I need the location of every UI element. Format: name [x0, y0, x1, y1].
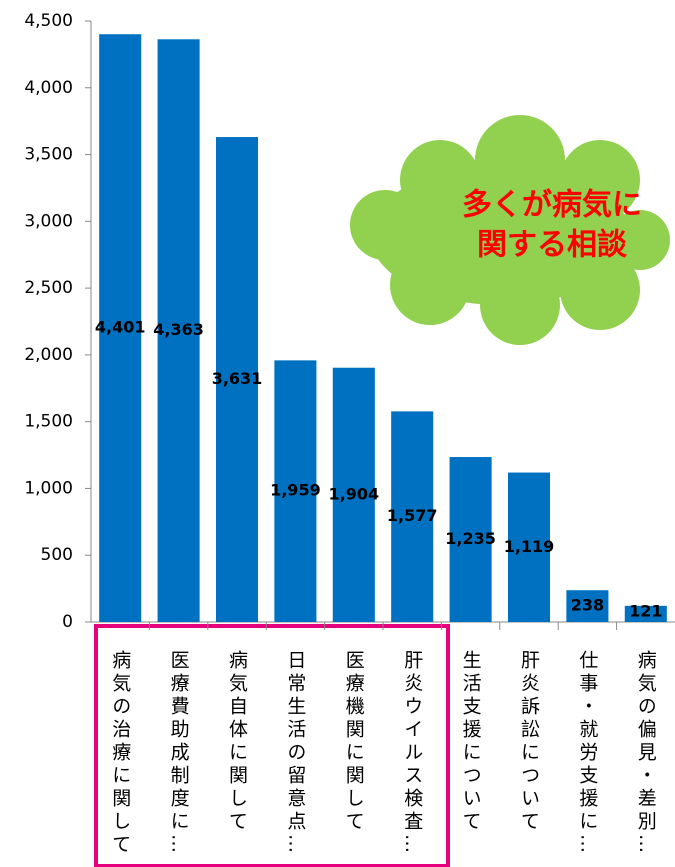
chart: 0 500 1,000 1,500 2,000 2,500 3,000 3,500 4,000 4… — [0, 0, 675, 867]
value-label: 3,631 — [212, 369, 263, 388]
y-tick-label: 3,500 — [24, 145, 73, 165]
value-label: 1,119 — [504, 537, 555, 556]
x-tick-label: 医療費助成制度に… — [168, 650, 190, 857]
x-tick-label: 生活支援について — [460, 650, 482, 834]
value-label: 1,235 — [445, 529, 496, 548]
y-tick-label: 3,000 — [24, 211, 73, 231]
y-tick-label: 0 — [62, 612, 73, 632]
value-label: 121 — [629, 602, 662, 621]
value-label: 4,401 — [95, 318, 146, 337]
value-label: 1,959 — [270, 481, 321, 500]
y-tick-label: 1,500 — [24, 412, 73, 432]
value-label: 238 — [571, 596, 604, 615]
annotation: 多くが病気に — [462, 188, 642, 223]
y-tick-label: 4,500 — [24, 11, 73, 31]
x-tick-label: 病気の偏見・差別… — [635, 650, 657, 857]
x-tick-label: 医療機関に関して — [343, 650, 365, 834]
x-tick-label: 肝炎ウイルス検査… — [401, 650, 423, 857]
y-tick-label: 2,500 — [24, 278, 73, 298]
annotation: 関する相談 — [477, 228, 628, 263]
y-tick-label: 1,000 — [24, 478, 73, 498]
plot: 0 500 1,000 1,500 2,000 2,500 3,000 3,500 4,000 4… — [24, 11, 675, 857]
value-label: 1,577 — [387, 506, 438, 525]
y-tick-label: 4,000 — [24, 78, 73, 98]
x-tick-label: 日常生活の留意点… — [284, 650, 306, 857]
y-tick-label: 500 — [41, 545, 73, 565]
x-tick-label: 病気の治療に関して — [109, 650, 131, 857]
x-tick-label: 肝炎訴訟について — [518, 650, 540, 834]
x-tick-label: 仕事・就労支援に… — [576, 650, 598, 857]
value-label: 1,904 — [328, 484, 379, 503]
y-tick-label: 2,000 — [24, 345, 73, 365]
x-tick-label: 病気自体に関して — [226, 650, 248, 834]
highlight-box — [96, 626, 448, 866]
value-label: 4,363 — [153, 320, 204, 339]
